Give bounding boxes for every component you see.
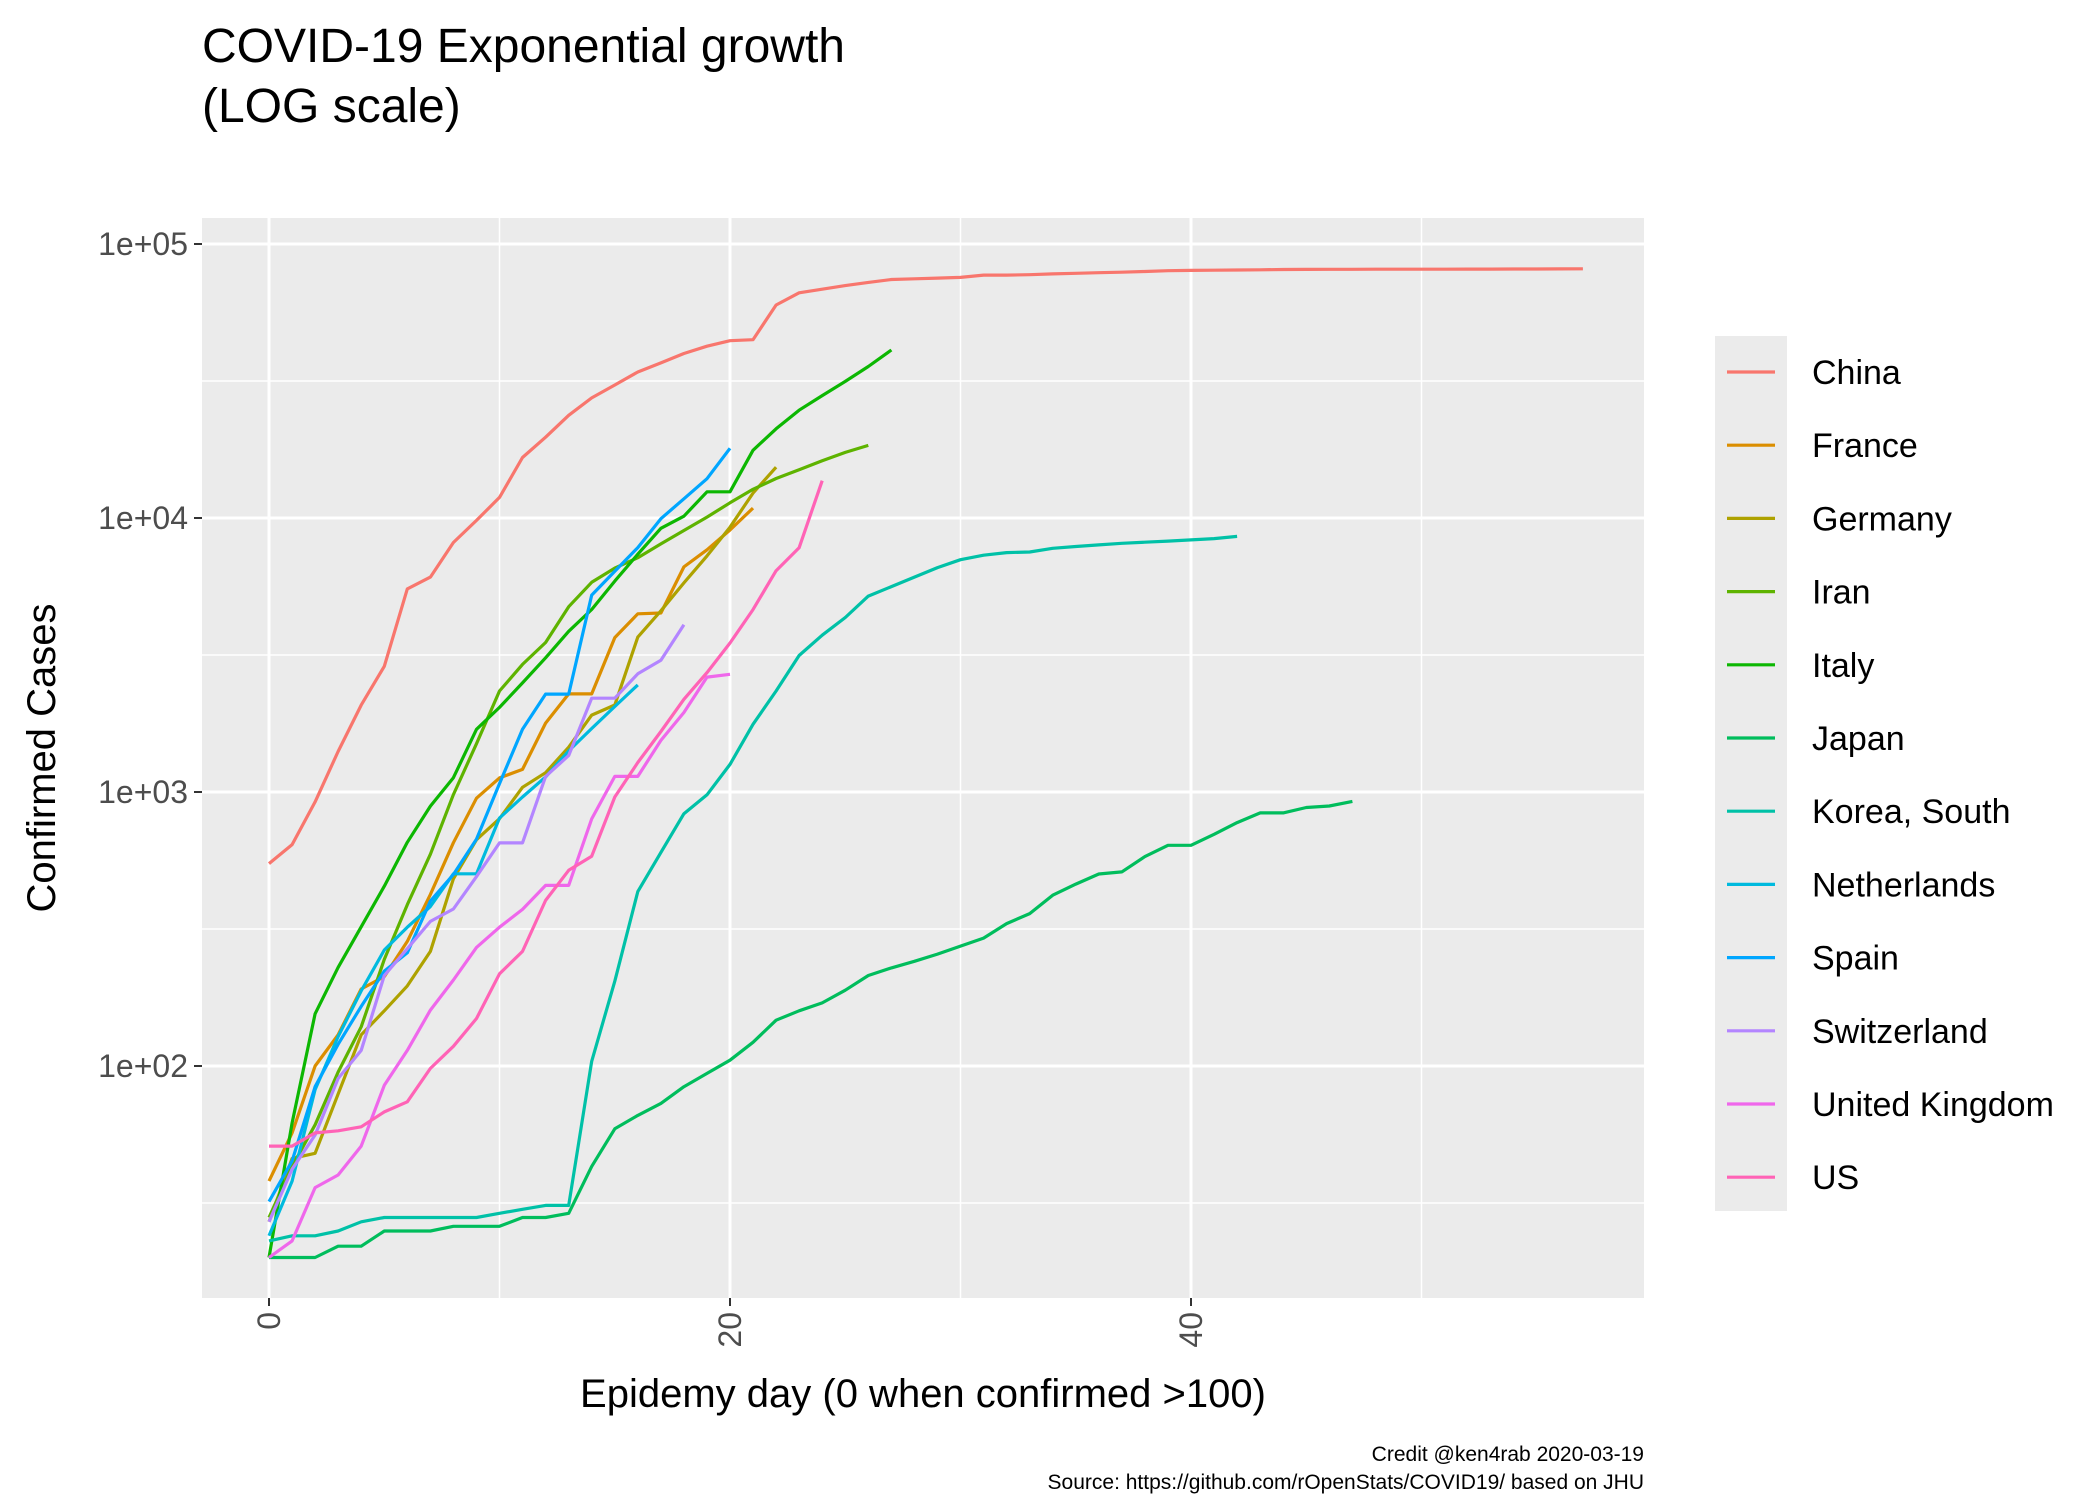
y-tick-label: 1e+05 [98, 226, 188, 262]
legend-label-china: China [1812, 354, 1901, 392]
series-line-germany [267, 466, 778, 1223]
series-line-italy [267, 348, 893, 1258]
legend-label-korea-south: Korea, South [1812, 793, 2010, 831]
chart-title-line-1: COVID-19 Exponential growth [202, 20, 845, 73]
series-line-china [267, 267, 1583, 865]
caption-credit: Credit @ken4rab 2020-03-19 [1372, 1443, 1644, 1466]
legend-label-netherlands: Netherlands [1812, 866, 1995, 904]
x-tick-label: 20 [712, 1312, 748, 1348]
legend-background [1715, 336, 1787, 1211]
series-line-spain [267, 447, 732, 1203]
legend-label-germany: Germany [1812, 500, 1952, 538]
y-axis-title: Confirmed Cases [20, 603, 64, 912]
caption-source: Source: https://github.com/rOpenStats/CO… [1048, 1471, 1644, 1494]
series-line-korea-south [268, 534, 1238, 1243]
x-axis-title: Epidemy day (0 when confirmed >100) [580, 1372, 1266, 1416]
legend-label-united-kingdom: United Kingdom [1812, 1086, 2054, 1124]
legend-label-iran: Iran [1812, 574, 1871, 612]
legend-label-spain: Spain [1812, 940, 1899, 978]
series-line-switzerland [267, 623, 686, 1223]
legend-label-switzerland: Switzerland [1812, 1013, 1988, 1051]
chart-title-line-2: (LOG scale) [202, 80, 461, 133]
series-line-japan [269, 799, 1353, 1260]
y-tick-label: 1e+03 [98, 774, 188, 810]
series-lines [267, 267, 1583, 1260]
plot-panel [202, 218, 1644, 1298]
legend-label-us: US [1812, 1159, 1859, 1197]
x-tick-label: 0 [251, 1312, 287, 1330]
x-axis: 0 20 40 [251, 1298, 1209, 1348]
major-gridlines [202, 218, 1644, 1298]
y-tick-label: 1e+04 [98, 500, 188, 536]
minor-gridlines [202, 218, 1644, 1298]
y-tick-label: 1e+02 [98, 1048, 188, 1084]
y-axis: 1e+02 1e+03 1e+04 1e+05 [98, 226, 202, 1084]
series-line-us [269, 480, 824, 1148]
series-line-iran [267, 443, 869, 1219]
series-line-united-kingdom [268, 672, 731, 1259]
legend-label-france: France [1812, 427, 1918, 465]
legend-label-japan: Japan [1812, 720, 1905, 758]
legend-label-italy: Italy [1812, 647, 1874, 685]
legend: China France Germany Iran Italy Japan Korea, S… [1727, 354, 2054, 1197]
x-tick-label: 40 [1173, 1312, 1209, 1348]
